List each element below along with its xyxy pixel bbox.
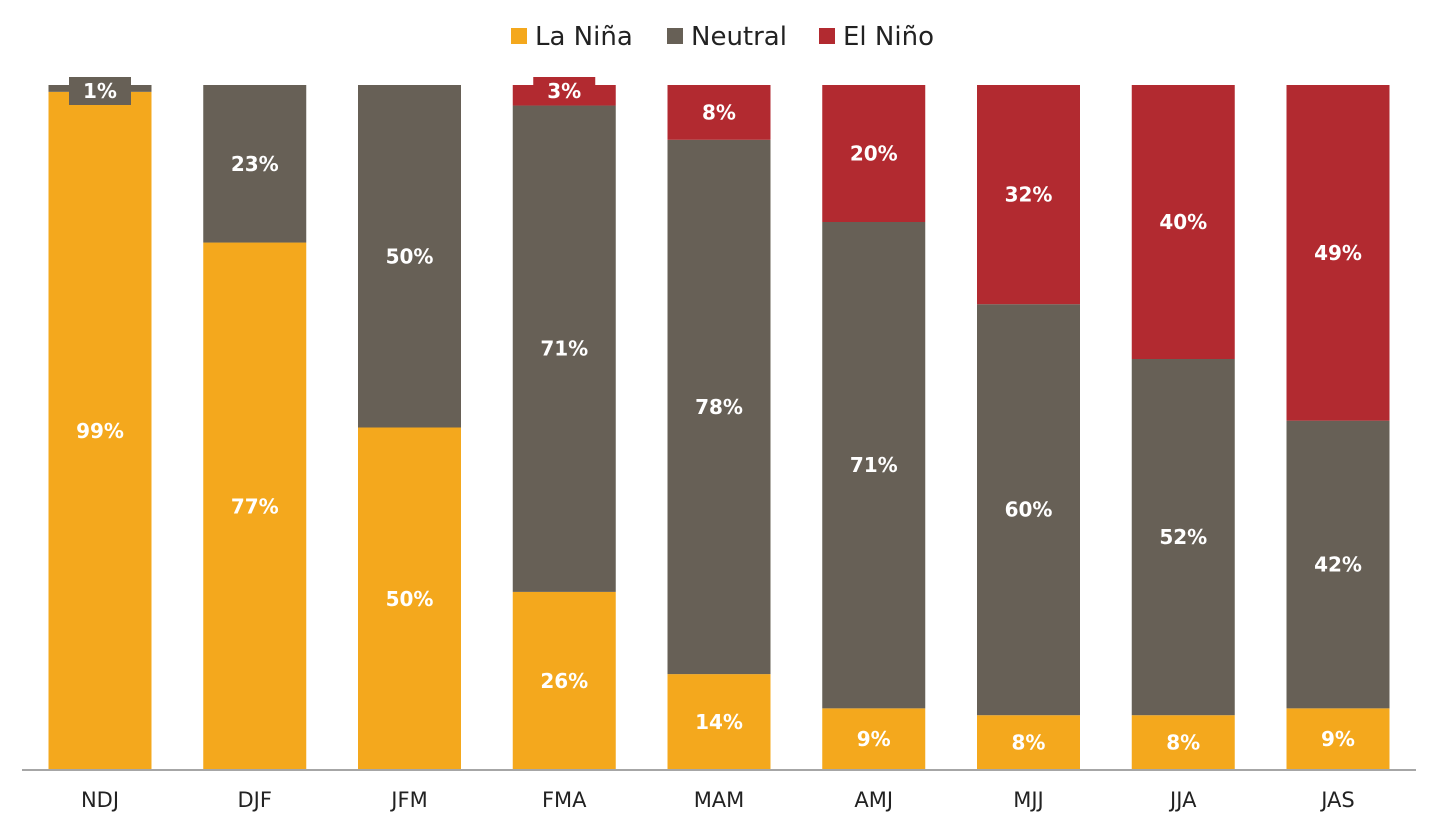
data-label-neutral-jfm: 50%: [386, 244, 434, 268]
bars: [48, 85, 1390, 771]
data-label-neutral-mjj: 60%: [1005, 498, 1053, 522]
x-tick-label-fma: FMA: [542, 788, 587, 812]
bar-segment-neutral-djf: [203, 85, 307, 243]
legend-swatch-neutral: [667, 28, 683, 44]
x-tick-label-amj: AMJ: [854, 788, 893, 812]
bar-segment-neutral-fma: [512, 105, 616, 592]
data-label-la-ni-a-ndj: 99%: [76, 419, 124, 443]
legend-label-la-ni-a: La Niña: [535, 22, 633, 52]
data-label-el-ni-o-jja: 40%: [1159, 210, 1207, 234]
bar-segment-la-ni-a-mam: [667, 674, 771, 770]
data-label-el-ni-o-amj: 20%: [850, 142, 898, 166]
legend: La Niña Neutral El Niño: [511, 22, 934, 52]
data-label-la-ni-a-jja: 8%: [1166, 731, 1200, 755]
bar-segment-la-ni-a-amj: [822, 708, 926, 770]
bar-segment-el-ni-o-mam: [667, 85, 771, 140]
data-label-neutral-djf: 23%: [231, 152, 279, 176]
x-tick-label-djf: DJF: [238, 788, 272, 812]
bar-segment-la-ni-a-jfm: [358, 427, 461, 770]
bar-segment-neutral-jfm: [358, 85, 461, 428]
data-label-la-ni-a-mam: 14%: [695, 710, 743, 734]
bar-segment-el-ni-o-amj: [822, 85, 926, 222]
data-label-el-ni-o-jas: 49%: [1314, 241, 1362, 265]
x-tick-label-jfm: JFM: [389, 788, 427, 812]
data-label-el-ni-o-mjj: 32%: [1005, 183, 1053, 207]
bar-segment-neutral-mam: [667, 139, 771, 675]
data-label-la-ni-a-fma: 26%: [540, 669, 588, 693]
legend-label-el-ni-o: El Niño: [843, 22, 934, 52]
data-label-neutral-ndj: 1%: [83, 79, 117, 103]
x-tick-label-jja: JJA: [1168, 788, 1197, 812]
bar-segment-la-ni-a-jas: [1286, 708, 1390, 770]
x-tick-label-mam: MAM: [694, 788, 745, 812]
data-label-la-ni-a-jfm: 50%: [386, 587, 434, 611]
bar-segment-la-ni-a-jja: [1131, 715, 1235, 770]
bar-segment-neutral-jas: [1286, 420, 1390, 709]
data-label-neutral-amj: 71%: [850, 453, 898, 477]
bar-segment-neutral-jja: [1131, 359, 1235, 716]
x-tick-label-ndj: NDJ: [81, 788, 119, 812]
data-label-neutral-jja: 52%: [1159, 525, 1207, 549]
bar-segment-la-ni-a-fma: [512, 591, 616, 770]
legend-label-neutral: Neutral: [691, 22, 787, 52]
legend-swatch-la-ni-a: [511, 28, 527, 44]
data-label-neutral-fma: 71%: [540, 337, 588, 361]
data-label-la-ni-a-djf: 77%: [231, 494, 279, 518]
bar-segment-el-ni-o-jja: [1131, 85, 1235, 359]
data-label-la-ni-a-amj: 9%: [857, 727, 891, 751]
bar-segment-el-ni-o-mjj: [977, 85, 1080, 305]
data-label-neutral-mam: 78%: [695, 395, 743, 419]
x-tick-label-mjj: MJJ: [1013, 788, 1044, 812]
data-labels: 99% 1% 77% 23% 50% 50% 26% 71% 3% 14% 78% 8% 9% 71% 20…: [69, 77, 1362, 755]
data-label-neutral-jas: 42%: [1314, 553, 1362, 577]
x-axis-tick-labels: NDJ DJF JFM FMA MAM AMJ MJJ JJA JAS: [81, 788, 1355, 812]
data-label-badge-neutral-ndj: [69, 77, 131, 105]
bar-segment-el-ni-o-jas: [1286, 85, 1390, 421]
bar-segment-la-ni-a-djf: [203, 242, 307, 771]
data-label-la-ni-a-jas: 9%: [1321, 727, 1355, 751]
bar-segment-la-ni-a-ndj: [48, 91, 152, 771]
data-label-badge-el-ni-o-fma: [533, 77, 596, 105]
data-label-el-ni-o-mam: 8%: [702, 100, 736, 124]
bar-segment-neutral-amj: [822, 222, 926, 709]
data-label-la-ni-a-mjj: 8%: [1012, 731, 1046, 755]
legend-swatch-el-ni-o: [819, 28, 835, 44]
x-tick-label-jas: JAS: [1319, 788, 1355, 812]
data-label-el-ni-o-fma: 3%: [547, 79, 581, 103]
bar-segment-la-ni-a-mjj: [977, 715, 1080, 770]
bar-segment-neutral-mjj: [977, 304, 1080, 716]
